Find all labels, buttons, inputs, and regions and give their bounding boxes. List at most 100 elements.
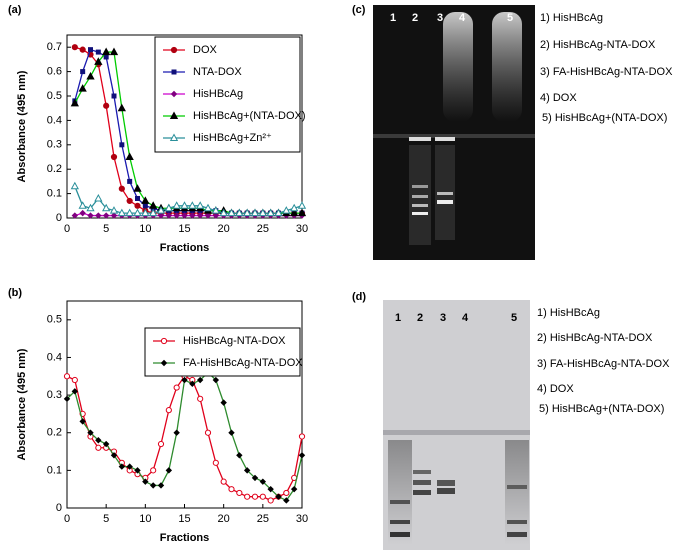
marker [173, 212, 180, 219]
y-tick-label: 0.4 [47, 351, 62, 363]
marker [165, 407, 172, 414]
marker [298, 433, 306, 440]
marker [149, 482, 157, 489]
marker [95, 49, 101, 55]
lane-label: 3 [437, 12, 443, 24]
marker [103, 54, 109, 60]
legend-label: FA-HisHBcAg-NTA-DOX [183, 357, 303, 369]
marker [70, 181, 79, 190]
marker [219, 208, 228, 217]
lane-label: 1 [390, 12, 396, 24]
marker [71, 212, 79, 219]
gel-image [373, 5, 535, 260]
x-tick-label: 15 [178, 513, 190, 525]
marker [87, 212, 94, 219]
lane-label: 2 [417, 312, 423, 324]
marker [266, 208, 275, 217]
marker [133, 208, 142, 217]
gel-image [383, 300, 530, 550]
y-axis-label: Absorbance (495 nm) [16, 70, 28, 182]
marker [236, 489, 243, 497]
marker [135, 195, 140, 201]
marker [170, 90, 178, 98]
marker [173, 429, 180, 436]
marker [134, 467, 141, 474]
x-tick-label: 10 [139, 513, 151, 525]
marker [157, 482, 165, 489]
y-tick-label: 0 [56, 212, 62, 224]
marker [117, 103, 126, 112]
marker [94, 193, 103, 202]
series-line [66, 375, 303, 502]
marker [126, 463, 133, 470]
marker [133, 184, 142, 192]
lane-label: 5 [507, 12, 513, 24]
marker [111, 93, 117, 99]
marker [103, 102, 110, 109]
marker [196, 212, 204, 219]
x-tick-label: 25 [257, 513, 269, 525]
lane-label: 2 [412, 12, 418, 24]
marker [212, 376, 220, 384]
marker [125, 152, 134, 160]
lane-label: 1 [395, 312, 401, 324]
x-axis-label: Fractions [160, 532, 210, 544]
sample-label: 5) HisHBcAg+(NTA-DOX) [542, 112, 667, 124]
x-tick-label: 20 [218, 513, 230, 525]
marker [228, 429, 235, 436]
marker [102, 47, 111, 56]
legend-label: HisHBcAg-NTA-DOX [183, 335, 286, 347]
marker [204, 429, 212, 436]
marker [236, 452, 243, 459]
marker [244, 493, 251, 500]
sample-label: 1) HisHBcAg [540, 12, 603, 24]
marker [282, 206, 291, 214]
marker [79, 46, 86, 53]
marker [86, 203, 95, 212]
marker [189, 380, 196, 387]
x-axis-label: Fractions [160, 242, 210, 254]
marker [102, 212, 110, 219]
y-tick-label: 0.3 [47, 139, 62, 151]
y-tick-label: 0.6 [47, 66, 62, 78]
marker [297, 208, 307, 217]
y-tick-label: 0.2 [47, 163, 62, 175]
marker [267, 485, 274, 493]
marker [283, 489, 290, 497]
marker [118, 463, 126, 470]
marker [169, 133, 179, 141]
marker [290, 208, 299, 217]
marker [267, 497, 274, 504]
y-axis-label: Absorbance (495 nm) [16, 348, 28, 460]
marker [134, 202, 141, 209]
marker [172, 201, 181, 209]
x-tick-label: 0 [64, 223, 70, 235]
marker [94, 57, 103, 65]
marker [78, 201, 87, 209]
marker [181, 376, 188, 384]
marker [204, 212, 212, 219]
marker [78, 84, 87, 92]
marker [141, 196, 150, 204]
marker [126, 197, 133, 205]
marker [80, 69, 86, 75]
marker [109, 206, 119, 214]
marker [283, 497, 290, 504]
x-tick-label: 30 [296, 513, 308, 525]
marker [212, 459, 219, 466]
marker [165, 467, 173, 474]
marker [117, 208, 126, 217]
marker [220, 478, 227, 485]
y-tick-label: 0.5 [47, 314, 62, 326]
marker [203, 203, 213, 212]
marker [196, 376, 204, 384]
marker [180, 201, 189, 209]
panel-label: (c) [352, 4, 366, 16]
lane-label: 4 [462, 312, 469, 324]
marker [71, 388, 79, 395]
marker [170, 46, 178, 54]
y-tick-label: 0 [56, 502, 62, 514]
marker [125, 208, 134, 217]
marker [142, 203, 148, 209]
